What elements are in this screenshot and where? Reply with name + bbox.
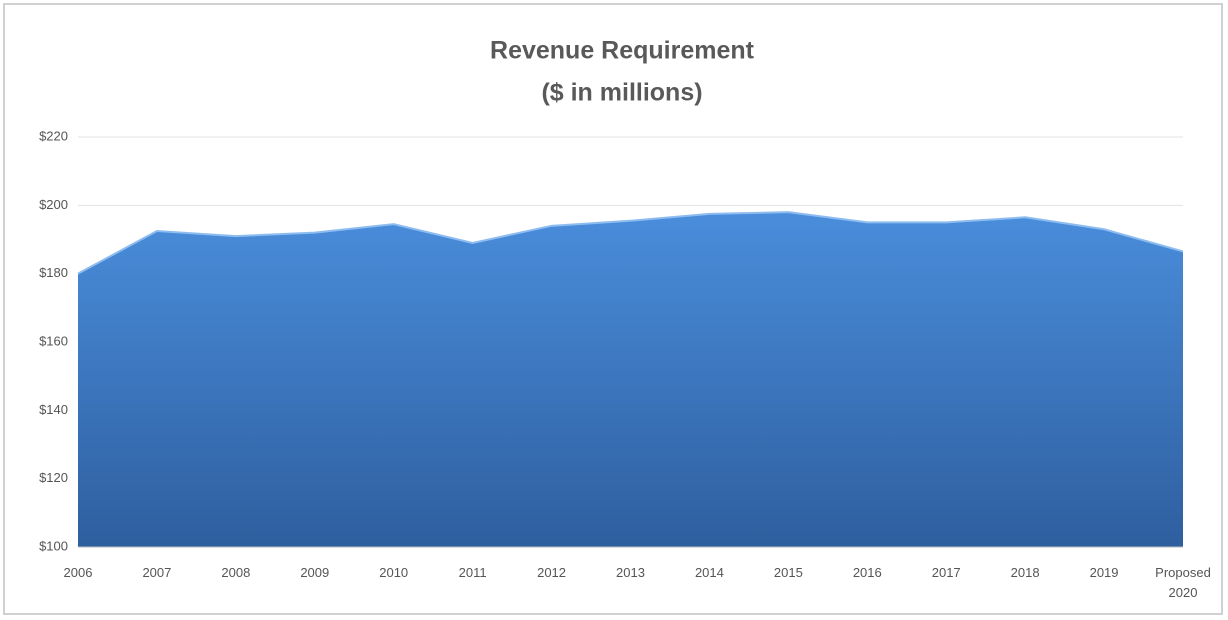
x-tick-label: Proposed 2020 (1155, 565, 1211, 600)
x-tick-label: 2013 (616, 565, 645, 580)
y-tick-label: $200 (39, 197, 68, 212)
x-tick-label: 2017 (931, 565, 961, 580)
chart-subtitle: ($ in millions) (541, 79, 702, 107)
y-tick-label: $100 (39, 538, 68, 553)
y-tick-label: $220 (39, 128, 68, 143)
chart-title: Revenue Requirement (490, 37, 755, 65)
area (78, 212, 1183, 547)
x-tick-label: 2007 (142, 565, 172, 580)
x-tick-label: 2016 (852, 565, 882, 580)
x-tick-label: 2012 (537, 565, 567, 580)
area-line (77, 211, 1184, 275)
x-tick-label: 2008 (221, 565, 251, 580)
y-tick-label: $160 (39, 333, 68, 348)
x-tick-label: 2006 (63, 565, 93, 580)
y-tick-label: $180 (39, 265, 68, 280)
x-tick-label: 2018 (1010, 565, 1040, 580)
x-tick-label: 2019 (1089, 565, 1119, 580)
x-tick-label: 2010 (379, 565, 409, 580)
x-tick-label: 2009 (300, 565, 330, 580)
x-tick-label: 2011 (458, 565, 487, 580)
y-tick-label: $120 (39, 470, 68, 485)
x-tick-label: 2014 (694, 565, 724, 580)
x-tick-label: 2015 (773, 565, 803, 580)
y-tick-label: $140 (39, 402, 68, 417)
